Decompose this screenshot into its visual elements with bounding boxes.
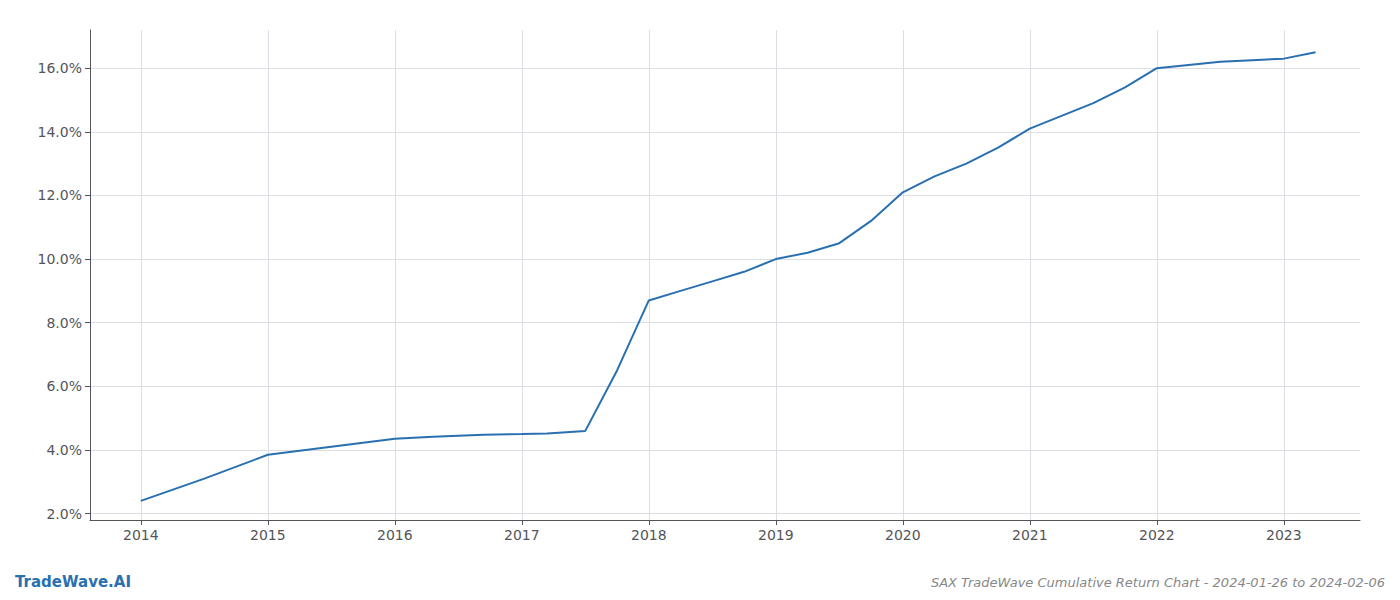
svg-text:TradeWave.AI: TradeWave.AI — [15, 573, 131, 591]
svg-text:2021: 2021 — [1012, 527, 1048, 543]
svg-text:2.0%: 2.0% — [46, 506, 82, 522]
svg-text:2016: 2016 — [377, 527, 413, 543]
svg-text:12.0%: 12.0% — [38, 187, 82, 203]
svg-text:2020: 2020 — [885, 527, 921, 543]
svg-text:2023: 2023 — [1266, 527, 1302, 543]
svg-text:2022: 2022 — [1139, 527, 1175, 543]
svg-text:2019: 2019 — [758, 527, 794, 543]
svg-text:14.0%: 14.0% — [38, 124, 82, 140]
svg-text:2014: 2014 — [123, 527, 159, 543]
svg-text:10.0%: 10.0% — [38, 251, 82, 267]
svg-text:16.0%: 16.0% — [38, 60, 82, 76]
svg-text:2018: 2018 — [631, 527, 667, 543]
svg-text:6.0%: 6.0% — [46, 378, 82, 394]
svg-text:4.0%: 4.0% — [46, 442, 82, 458]
svg-text:2017: 2017 — [504, 527, 540, 543]
svg-text:SAX TradeWave Cumulative Retur: SAX TradeWave Cumulative Return Chart - … — [931, 575, 1385, 590]
svg-text:2015: 2015 — [250, 527, 286, 543]
svg-text:8.0%: 8.0% — [46, 315, 82, 331]
